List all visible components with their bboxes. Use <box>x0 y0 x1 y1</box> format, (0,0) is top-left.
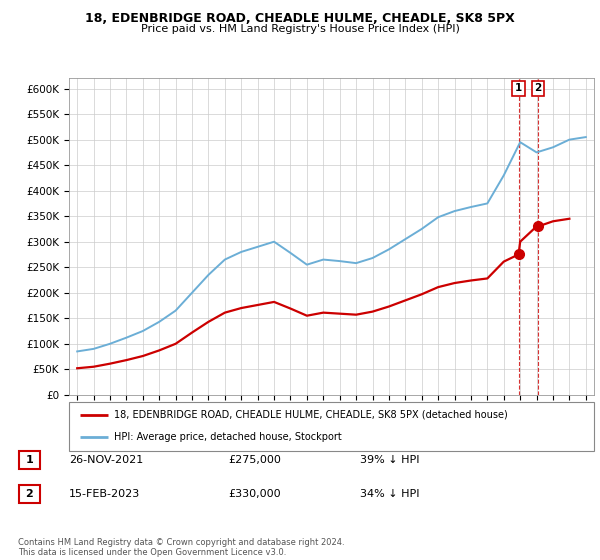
Text: £330,000: £330,000 <box>228 489 281 499</box>
FancyBboxPatch shape <box>69 402 594 451</box>
Text: 18, EDENBRIDGE ROAD, CHEADLE HULME, CHEADLE, SK8 5PX (detached house): 18, EDENBRIDGE ROAD, CHEADLE HULME, CHEA… <box>113 410 508 420</box>
Text: 34% ↓ HPI: 34% ↓ HPI <box>360 489 419 499</box>
Text: Contains HM Land Registry data © Crown copyright and database right 2024.
This d: Contains HM Land Registry data © Crown c… <box>18 538 344 557</box>
Text: 2: 2 <box>26 489 33 499</box>
Text: 15-FEB-2023: 15-FEB-2023 <box>69 489 140 499</box>
Text: 2: 2 <box>535 83 542 93</box>
FancyBboxPatch shape <box>19 451 40 469</box>
Text: HPI: Average price, detached house, Stockport: HPI: Average price, detached house, Stoc… <box>113 432 341 442</box>
FancyBboxPatch shape <box>19 485 40 503</box>
Text: Price paid vs. HM Land Registry's House Price Index (HPI): Price paid vs. HM Land Registry's House … <box>140 24 460 34</box>
Text: 26-NOV-2021: 26-NOV-2021 <box>69 455 143 465</box>
Text: £275,000: £275,000 <box>228 455 281 465</box>
Text: 39% ↓ HPI: 39% ↓ HPI <box>360 455 419 465</box>
Text: 1: 1 <box>26 455 33 465</box>
Text: 18, EDENBRIDGE ROAD, CHEADLE HULME, CHEADLE, SK8 5PX: 18, EDENBRIDGE ROAD, CHEADLE HULME, CHEA… <box>85 12 515 25</box>
Text: 1: 1 <box>515 83 522 93</box>
